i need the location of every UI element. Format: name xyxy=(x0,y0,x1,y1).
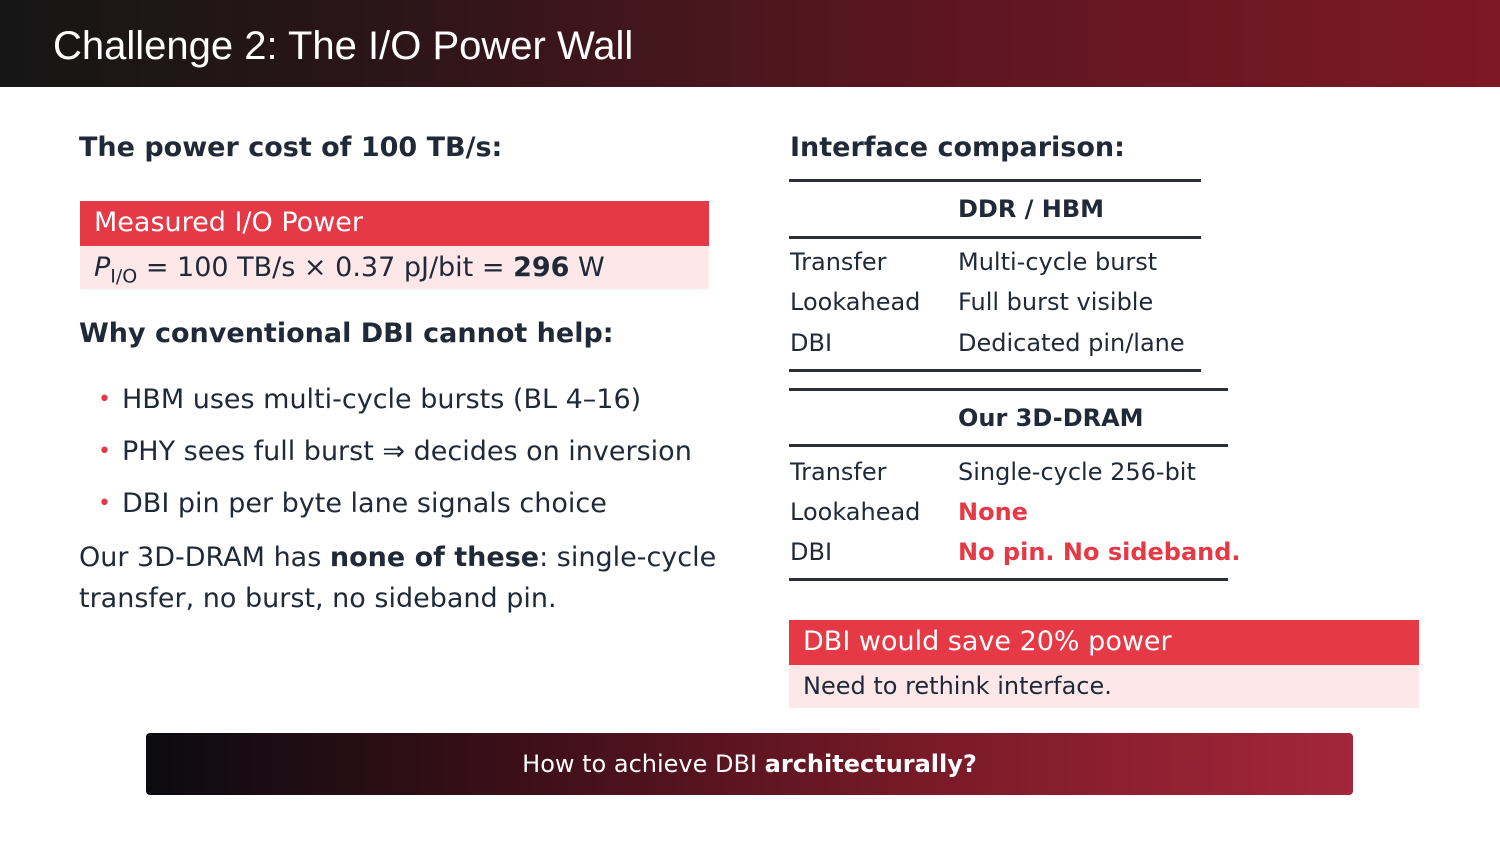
table2-row-label: Lookahead xyxy=(790,498,921,526)
table1-row-label: Lookahead xyxy=(790,288,921,316)
bullet-icon: • xyxy=(98,439,111,464)
bullet-icon: • xyxy=(98,387,111,412)
table2-row-value-highlight: No pin. No sideband. xyxy=(958,538,1241,566)
table1-row-label: DBI xyxy=(790,329,833,357)
summary-paragraph: Our 3D-DRAM has none of these: single-cy… xyxy=(79,542,717,614)
question-banner: How to achieve DBI architecturally? xyxy=(146,733,1353,795)
title-bar: Challenge 2: The I/O Power Wall xyxy=(0,0,1500,87)
dbi-savings-box-body: Need to rethink interface. xyxy=(789,665,1419,708)
dbi-savings-box-header: DBI would save 20% power xyxy=(789,620,1419,665)
table1-row-label: Transfer xyxy=(790,248,887,276)
formula-value: 296 xyxy=(513,252,570,283)
bullet-icon: • xyxy=(98,491,111,516)
table1-row-value: Dedicated pin/lane xyxy=(958,329,1185,357)
reasons-list: • HBM uses multi-cycle bursts (BL 4–16) •… xyxy=(98,374,692,530)
formula-unit: W xyxy=(569,252,605,283)
table1-header: DDR / HBM xyxy=(958,195,1105,223)
formula-symbol: P xyxy=(94,252,111,283)
question-emphasis: architecturally? xyxy=(764,750,977,778)
table2-row-label: DBI xyxy=(790,538,833,566)
table-top-rule xyxy=(789,388,1228,391)
formula-text: = 100 TB/s × 0.37 pJ/bit = xyxy=(137,252,514,283)
table1-row-value: Multi-cycle burst xyxy=(958,248,1158,276)
list-item: • DBI pin per byte lane signals choice xyxy=(98,478,692,530)
table2-row-value-highlight: None xyxy=(958,498,1028,526)
table1-row-value: Full burst visible xyxy=(958,288,1154,316)
table-top-rule xyxy=(789,179,1201,182)
summary-emphasis: none of these xyxy=(329,542,540,573)
table-bottom-rule xyxy=(789,369,1201,372)
power-cost-heading: The power cost of 100 TB/s: xyxy=(79,132,503,163)
table2-header: Our 3D-DRAM xyxy=(958,404,1144,432)
table2-row-label: Transfer xyxy=(790,458,887,486)
table2-row-value: Single-cycle 256-bit xyxy=(958,458,1196,486)
why-dbi-heading: Why conventional DBI cannot help: xyxy=(79,318,614,349)
measured-power-box-body: PI/O = 100 TB/s × 0.37 pJ/bit = 296 W xyxy=(80,246,709,289)
table-bottom-rule xyxy=(789,578,1228,581)
list-item: • HBM uses multi-cycle bursts (BL 4–16) xyxy=(98,374,692,426)
comparison-heading: Interface comparison: xyxy=(790,132,1125,163)
table-header-rule xyxy=(789,236,1201,239)
list-item: • PHY sees full burst ⇒ decides on invers… xyxy=(98,426,692,478)
measured-power-box-header: Measured I/O Power xyxy=(80,201,709,246)
slide-title: Challenge 2: The I/O Power Wall xyxy=(53,24,634,68)
formula-subscript: I/O xyxy=(110,265,138,288)
table-header-rule xyxy=(789,444,1228,447)
